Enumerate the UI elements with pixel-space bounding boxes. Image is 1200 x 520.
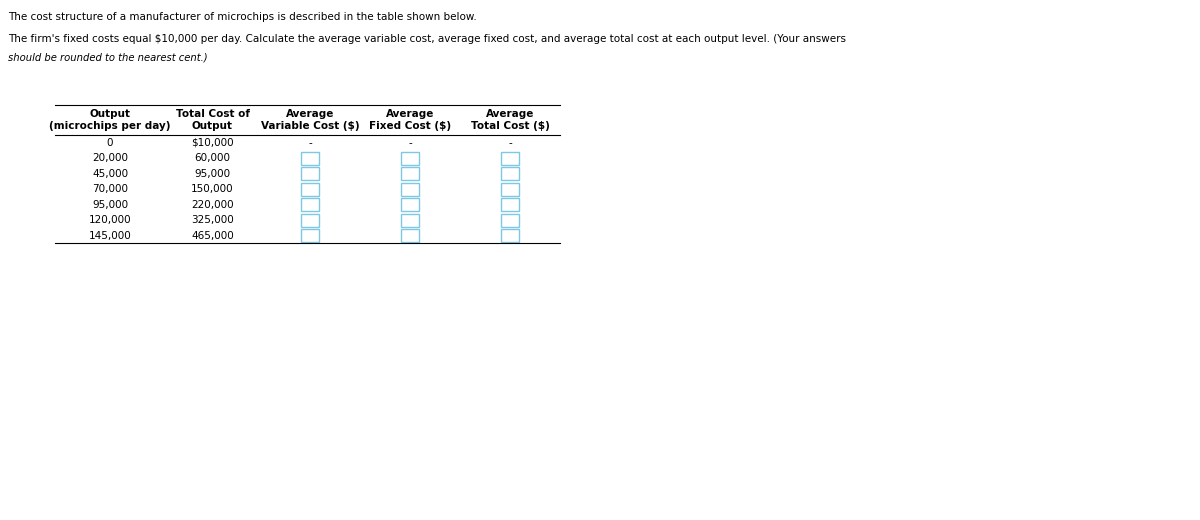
Text: 220,000: 220,000 bbox=[191, 200, 234, 210]
Text: 465,000: 465,000 bbox=[191, 231, 234, 241]
Bar bbox=[301, 198, 319, 211]
Bar bbox=[401, 152, 419, 165]
Text: 45,000: 45,000 bbox=[92, 169, 128, 179]
Bar bbox=[401, 198, 419, 211]
Text: 120,000: 120,000 bbox=[89, 215, 131, 225]
Bar bbox=[401, 167, 419, 180]
Text: Total Cost of
Output: Total Cost of Output bbox=[175, 109, 250, 131]
Bar bbox=[301, 214, 319, 227]
Text: Average
Total Cost ($): Average Total Cost ($) bbox=[470, 109, 550, 131]
Text: 95,000: 95,000 bbox=[92, 200, 128, 210]
Text: 70,000: 70,000 bbox=[92, 184, 128, 194]
Text: 145,000: 145,000 bbox=[89, 231, 131, 241]
Text: Average
Fixed Cost ($): Average Fixed Cost ($) bbox=[368, 109, 451, 131]
Bar bbox=[401, 229, 419, 242]
Bar bbox=[301, 152, 319, 165]
Text: 95,000: 95,000 bbox=[194, 169, 230, 179]
Text: Average
Variable Cost ($): Average Variable Cost ($) bbox=[260, 109, 359, 131]
Bar bbox=[301, 167, 319, 180]
Bar bbox=[502, 214, 520, 227]
Text: Output
(microchips per day): Output (microchips per day) bbox=[49, 109, 170, 131]
Text: 60,000: 60,000 bbox=[194, 153, 230, 163]
Bar bbox=[502, 183, 520, 196]
Bar bbox=[502, 229, 520, 242]
Bar bbox=[301, 183, 319, 196]
Text: $10,000: $10,000 bbox=[191, 138, 234, 148]
Text: should be rounded to the nearest cent.): should be rounded to the nearest cent.) bbox=[8, 53, 208, 63]
Text: 325,000: 325,000 bbox=[191, 215, 234, 225]
Bar bbox=[502, 198, 520, 211]
Text: 150,000: 150,000 bbox=[191, 184, 234, 194]
Text: -: - bbox=[408, 138, 412, 148]
Text: 20,000: 20,000 bbox=[92, 153, 128, 163]
Bar bbox=[401, 214, 419, 227]
Text: -: - bbox=[308, 138, 312, 148]
Text: The firm's fixed costs equal $10,000 per day. Calculate the average variable cos: The firm's fixed costs equal $10,000 per… bbox=[8, 34, 846, 44]
Bar bbox=[502, 167, 520, 180]
Bar bbox=[301, 229, 319, 242]
Text: The cost structure of a manufacturer of microchips is described in the table sho: The cost structure of a manufacturer of … bbox=[8, 12, 476, 22]
Text: -: - bbox=[508, 138, 512, 148]
Bar bbox=[502, 152, 520, 165]
Bar bbox=[401, 183, 419, 196]
Text: 0: 0 bbox=[107, 138, 113, 148]
